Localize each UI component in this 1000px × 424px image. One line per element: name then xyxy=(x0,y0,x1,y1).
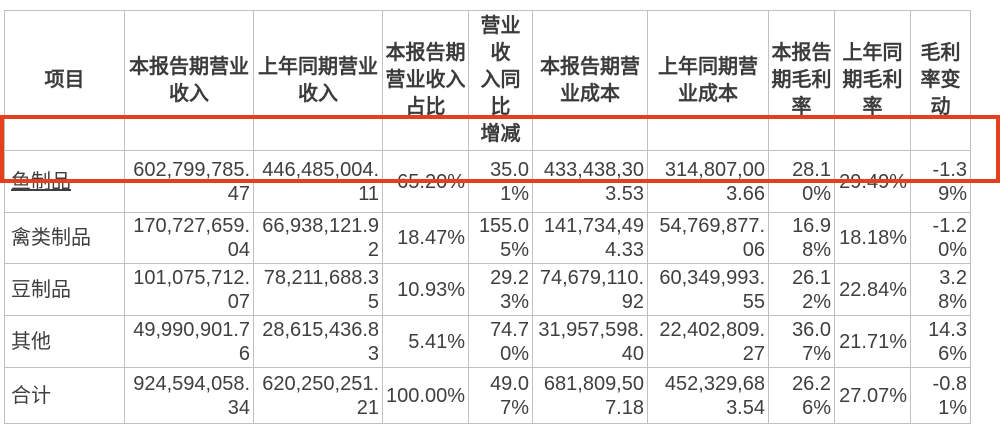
table-cell: 22,402,809.27 xyxy=(647,315,769,368)
column-header-item: 项目 xyxy=(4,10,125,151)
table-cell: 16.98% xyxy=(768,212,835,264)
table-cell: 28.10% xyxy=(768,150,835,213)
table-row-fish-products: 鱼制品 602,799,785.47 446,485,004.11 65.20%… xyxy=(4,150,971,213)
table-cell: -1.20% xyxy=(910,212,971,264)
table-cell: -0.81% xyxy=(910,367,971,424)
table-cell: 78,211,688.35 xyxy=(253,263,383,316)
column-header-prior-revenue: 上年同期营业 收入 xyxy=(253,10,383,151)
table-cell: 3.28% xyxy=(910,263,971,316)
table-cell: 74.70% xyxy=(468,315,533,368)
table-row-other: 其他 49,990,901.76 28,615,436.83 5.41% 74.… xyxy=(4,315,971,368)
header-row: 项目 本报告期营业 收入 上年同期营业 收入 本报告期 营业收入 占比 营业收 … xyxy=(4,10,971,151)
row-label-other: 其他 xyxy=(4,315,125,368)
table-cell: 31,957,598.40 xyxy=(532,315,648,368)
table-cell: 36.07% xyxy=(768,315,835,368)
table-cell: 141,734,494.33 xyxy=(532,212,648,264)
table-cell: 65.20% xyxy=(382,150,469,213)
column-header-prior-cost: 上年同期营 业成本 xyxy=(647,10,769,151)
table-cell: 18.18% xyxy=(834,212,911,264)
table-row-bean-products: 豆制品 101,075,712.07 78,211,688.35 10.93% … xyxy=(4,263,971,316)
table-cell: 620,250,251.21 xyxy=(253,367,383,424)
table-cell: 21.71% xyxy=(834,315,911,368)
table-cell: 924,594,058.34 xyxy=(124,367,254,424)
table-cell: 602,799,785.47 xyxy=(124,150,254,213)
column-header-prior-gross-margin: 上年同 期毛利 率 xyxy=(834,10,911,151)
table-cell: 49.07% xyxy=(468,367,533,424)
table-cell: 101,075,712.07 xyxy=(124,263,254,316)
table-cell: 446,485,004.11 xyxy=(253,150,383,213)
column-header-current-gross-margin: 本报告 期毛利 率 xyxy=(768,10,835,151)
table-cell: 26.26% xyxy=(768,367,835,424)
row-label-bean-products: 豆制品 xyxy=(4,263,125,316)
table-cell: 100.00% xyxy=(382,367,469,424)
table-cell: 28,615,436.83 xyxy=(253,315,383,368)
table-cell: 26.12% xyxy=(768,263,835,316)
table-cell: 60,349,993.55 xyxy=(647,263,769,316)
table-cell: 54,769,877.06 xyxy=(647,212,769,264)
table-cell: 74,679,110.92 xyxy=(532,263,648,316)
table-cell: 35.01% xyxy=(468,150,533,213)
table-cell: 681,809,507.18 xyxy=(532,367,648,424)
row-label-fish-products[interactable]: 鱼制品 xyxy=(4,150,125,213)
revenue-composition-table: 项目 本报告期营业 收入 上年同期营业 收入 本报告期 营业收入 占比 营业收 … xyxy=(4,10,971,424)
table-cell: -1.39% xyxy=(910,150,971,213)
column-header-current-revenue: 本报告期营业 收入 xyxy=(124,10,254,151)
table-cell: 14.36% xyxy=(910,315,971,368)
table-cell: 433,438,303.53 xyxy=(532,150,648,213)
table-cell: 10.93% xyxy=(382,263,469,316)
table-cell: 22.84% xyxy=(834,263,911,316)
column-header-current-cost: 本报告期营 业成本 xyxy=(532,10,648,151)
table-cell: 27.07% xyxy=(834,367,911,424)
table-cell: 452,329,683.54 xyxy=(647,367,769,424)
table-cell: 314,807,003.66 xyxy=(647,150,769,213)
column-header-revenue-share: 本报告期 营业收入 占比 xyxy=(382,10,469,151)
table-cell: 5.41% xyxy=(382,315,469,368)
table-cell: 66,938,121.92 xyxy=(253,212,383,264)
column-header-revenue-yoy-change: 营业收 入同比 增减 xyxy=(468,10,533,151)
table-cell: 155.05% xyxy=(468,212,533,264)
row-label-total: 合计 xyxy=(4,367,125,424)
report-table-screenshot: 项目 本报告期营业 收入 上年同期营业 收入 本报告期 营业收入 占比 营业收 … xyxy=(0,10,1000,424)
table-row-poultry-products: 禽类制品 170,727,659.04 66,938,121.92 18.47%… xyxy=(4,212,971,264)
table-cell: 170,727,659.04 xyxy=(124,212,254,264)
table-cell: 18.47% xyxy=(382,212,469,264)
table-cell: 29.23% xyxy=(468,263,533,316)
table-cell: 29.49% xyxy=(834,150,911,213)
table-cell: 49,990,901.76 xyxy=(124,315,254,368)
column-header-gross-margin-change: 毛利 率变 动 xyxy=(910,10,971,151)
row-label-poultry-products: 禽类制品 xyxy=(4,212,125,264)
table-row-total: 合计 924,594,058.34 620,250,251.21 100.00%… xyxy=(4,367,971,424)
